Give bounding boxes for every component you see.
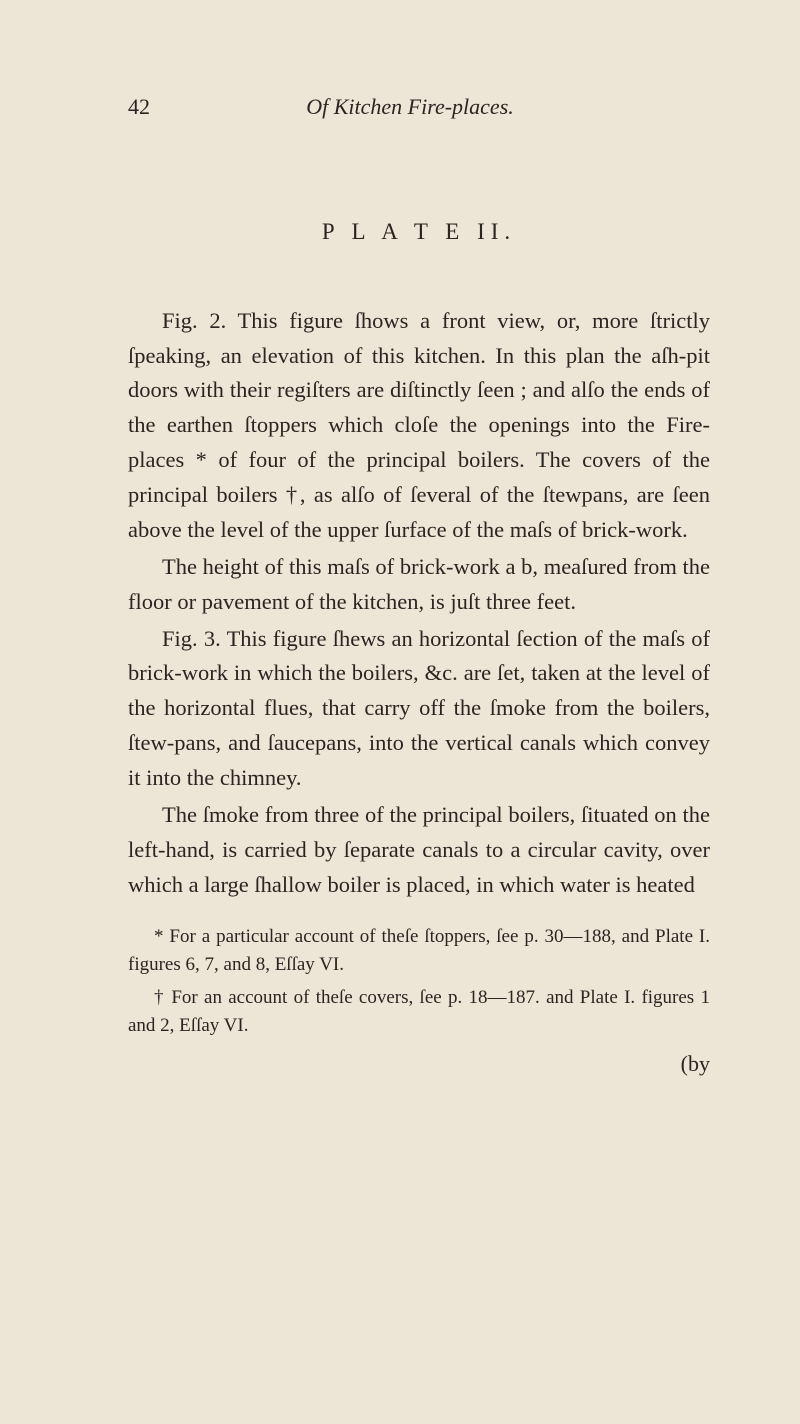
- running-title: Of Kitchen Fire-places.: [150, 90, 670, 124]
- footnote: * For a particular account of theſe ſtop…: [128, 923, 710, 980]
- footnote: † For an account of theſe covers, ſee p.…: [128, 984, 710, 1041]
- paragraph: Fig. 2. This figure ſhows a front view, …: [128, 304, 710, 548]
- paragraph: The height of this maſs of brick-work a …: [128, 550, 710, 620]
- paragraph: Fig. 3. This figure ſhews an horizontal …: [128, 622, 710, 796]
- plate-heading: P L A T E II.: [128, 214, 710, 250]
- catchword: (by: [128, 1047, 710, 1081]
- running-head: 42 Of Kitchen Fire-places.: [128, 90, 710, 124]
- page-number: 42: [128, 90, 150, 124]
- footnotes: * For a particular account of theſe ſtop…: [128, 923, 710, 1041]
- paragraph: The ſmoke from three of the principal bo…: [128, 798, 710, 903]
- page: 42 Of Kitchen Fire-places. P L A T E II.…: [0, 0, 800, 1141]
